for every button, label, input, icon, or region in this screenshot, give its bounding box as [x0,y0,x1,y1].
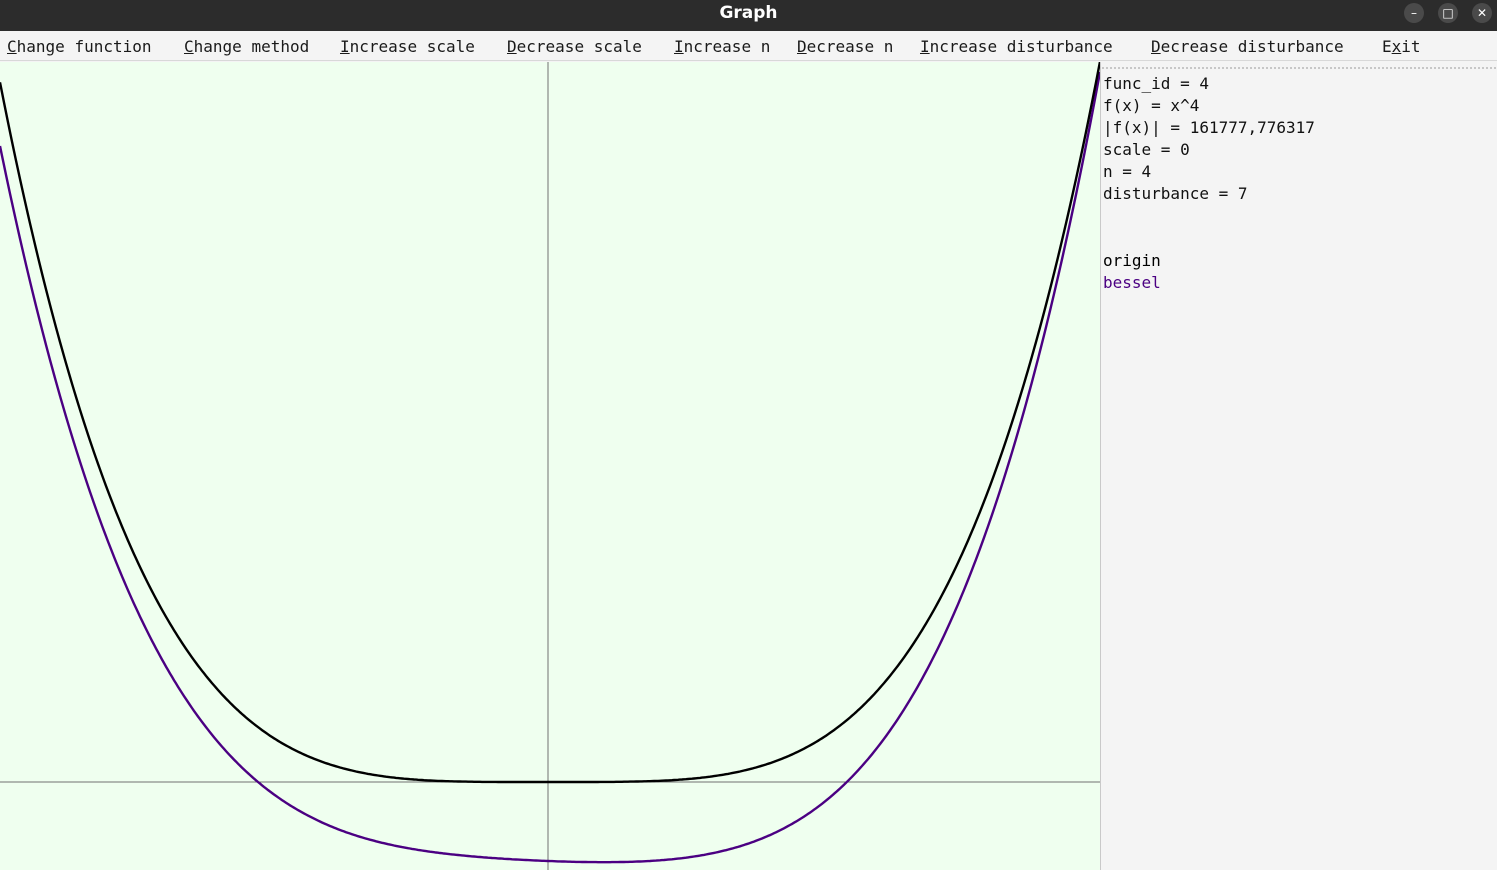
menu-label: ecrease disturbance [1160,37,1344,56]
disturbance-text: disturbance = 7 [1103,184,1248,203]
close-button[interactable]: ✕ [1472,3,1492,23]
plot-canvas [0,62,1100,870]
panel-dotted-border [1101,66,1497,70]
menu-mnemonic: I [920,37,930,56]
origin-curve [0,62,1100,784]
menu-decrease-disturbance[interactable]: Decrease disturbance [1151,37,1344,57]
menu-label: hange method [193,37,310,56]
scale-text: scale = 0 [1103,140,1190,159]
menu-exit[interactable]: Exit [1382,37,1421,57]
menu-mnemonic: D [797,37,807,56]
norm-text: |f(x)| = 161777,776317 [1103,118,1315,137]
menu-bar: Change function Change method Increase s… [0,31,1497,61]
menu-mnemonic: x [1391,37,1402,56]
info-panel: func_id = 4 f(x) = x^4 |f(x)| = 161777,7… [1103,73,1493,205]
legend: origin bessel [1103,250,1161,294]
menu-label: ncrease scale [349,37,475,56]
func-id-text: func_id = 4 [1103,74,1209,93]
window-title: Graph [719,3,778,23]
n-text: n = 4 [1103,162,1152,181]
menu-increase-disturbance[interactable]: Increase disturbance [920,37,1113,57]
menu-label: ecrease n [806,37,894,56]
menu-increase-scale[interactable]: Increase scale [340,37,475,57]
menu-mnemonic: C [7,37,17,56]
menu-increase-n[interactable]: Increase n [674,37,770,57]
menu-mnemonic: D [507,37,517,56]
menu-mnemonic: C [184,37,194,56]
menu-mnemonic: I [674,37,684,56]
legend-origin: origin [1103,251,1161,270]
menu-mnemonic: I [340,37,350,56]
menu-label: ncrease disturbance [929,37,1113,56]
menu-change-function[interactable]: Change function [7,37,152,57]
menu-mnemonic: D [1151,37,1161,56]
bessel-curve [0,71,1100,864]
panel-divider [1100,62,1101,870]
menu-decrease-scale[interactable]: Decrease scale [507,37,642,57]
function-text: f(x) = x^4 [1103,96,1200,115]
menu-label: ncrease n [683,37,771,56]
maximize-button[interactable]: □ [1438,3,1458,23]
menu-label: ecrease scale [516,37,642,56]
menu-label: it [1401,37,1421,56]
title-bar: Graph – □ ✕ [0,0,1497,31]
menu-label-prefix: E [1382,37,1392,56]
menu-decrease-n[interactable]: Decrease n [797,37,893,57]
plot-area [0,62,1100,870]
menu-change-method[interactable]: Change method [184,37,309,57]
minimize-button[interactable]: – [1404,3,1424,23]
menu-label: hange function [16,37,152,56]
legend-bessel: bessel [1103,273,1161,292]
